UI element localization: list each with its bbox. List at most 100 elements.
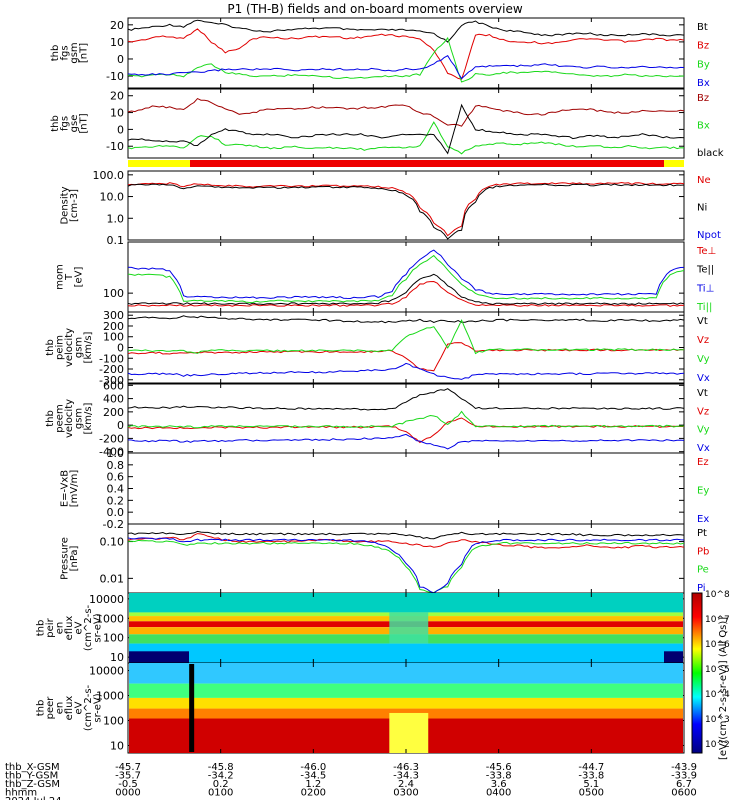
series-bt xyxy=(127,19,685,43)
y-tick-label: 10000 xyxy=(89,665,124,678)
y-tick-label: 10 xyxy=(110,107,124,120)
spectrogram-band xyxy=(129,663,683,684)
series-ne xyxy=(127,181,685,237)
y-axis-label: thb xyxy=(36,620,47,637)
y-tick-label: 10 xyxy=(110,36,124,49)
legend-bx: Bx xyxy=(697,78,710,89)
y-axis-label: en xyxy=(55,622,66,635)
legend-ex: Ex xyxy=(697,514,709,525)
y-tick-label: 0.4 xyxy=(107,483,125,496)
x-axis-value: -33.8 xyxy=(486,771,512,782)
series-pe xyxy=(128,539,685,594)
x-axis-value: -34.5 xyxy=(300,771,326,782)
y-tick-label: 200 xyxy=(103,320,124,333)
y-tick-label: 10.0 xyxy=(100,191,125,204)
y-axis-label: peer xyxy=(45,696,56,720)
y-axis-label: fgs xyxy=(59,116,70,131)
series-vx xyxy=(127,433,685,450)
y-tick-label: 10000 xyxy=(89,593,124,606)
y-tick-label: 100 xyxy=(103,287,124,300)
y-tick-label: -10 xyxy=(106,140,124,153)
legend-vt: Vt xyxy=(697,316,708,327)
y-axis-label: T xyxy=(64,273,75,281)
legend-vy: Vy xyxy=(697,354,710,365)
y-axis-label: [mV/m] xyxy=(69,470,80,508)
y-tick-label: 0.2 xyxy=(107,494,125,507)
y-tick-label: 100 xyxy=(103,632,124,645)
series-bx xyxy=(127,55,685,80)
y-axis-label: [cm-3] xyxy=(69,189,80,222)
y-tick-label: -200 xyxy=(99,363,124,376)
y-tick-label: 1000 xyxy=(96,612,124,625)
y-tick-label: 100 xyxy=(103,331,124,344)
colorbar-tick-label: 10^8 xyxy=(705,590,730,600)
y-axis-label: thb xyxy=(36,700,47,717)
x-axis-value: -45.7 xyxy=(115,762,141,773)
colorbar-tick-label: 10^2 xyxy=(705,740,730,750)
series-ti xyxy=(127,249,685,300)
y-tick-label: 0 xyxy=(117,342,124,355)
spectrogram-lowflux xyxy=(129,651,189,663)
y-axis-label: eV xyxy=(74,701,85,714)
y-axis-label: peem xyxy=(55,404,66,432)
x-axis-value: -0.5 xyxy=(118,779,138,790)
y-tick-label: -10 xyxy=(106,70,124,83)
legend-ey: Ey xyxy=(697,486,709,497)
series-black xyxy=(127,103,685,155)
x-axis-value: 0300 xyxy=(393,788,418,799)
legend-pe: Pe xyxy=(697,565,709,576)
x-axis-value: -35.7 xyxy=(115,771,141,782)
y-axis-label: E=-VxB xyxy=(59,470,70,507)
panel-pressure: 0.10 0.01 Pressure[nPa] Pt Pb Pe Pi xyxy=(59,523,709,594)
legend-vx: Vx xyxy=(697,373,710,384)
series-vz xyxy=(127,417,684,444)
x-axis-value: 1.2 xyxy=(305,779,321,790)
spectrogram-lowflux xyxy=(664,651,683,663)
colorbar-gradient xyxy=(691,592,703,754)
y-tick-label: 600 xyxy=(103,379,124,392)
x-axis-value: -43.9 xyxy=(671,762,697,773)
legend-bz: Bz xyxy=(697,41,709,52)
series-te xyxy=(127,273,685,306)
legend-npot: Npot xyxy=(697,230,721,241)
y-tick-label: -400 xyxy=(99,446,124,459)
series-te xyxy=(127,280,685,307)
y-tick-label: 10 xyxy=(110,739,124,752)
y-axis-label: [eV] xyxy=(74,267,85,288)
panel-electron_spectrogram: 10000 1000 100 10 thbpeerenefluxeV(cm^2-s-sr… xyxy=(36,662,685,754)
panel-density: 100.0 10.0 1.0 0.1 Density[cm-3] Ne Ni Npot xyxy=(59,169,721,247)
x-axis-value: 3.6 xyxy=(491,779,507,790)
y-tick-label: 1000 xyxy=(96,690,124,703)
x-axis-value: -34.3 xyxy=(393,771,419,782)
x-axis-value: 6.7 xyxy=(676,779,692,790)
legend-vt: Vt xyxy=(697,388,708,399)
y-axis-label: en xyxy=(55,702,66,715)
series-pi xyxy=(127,537,685,594)
panel-frame xyxy=(127,523,685,594)
legend-bx: Bx xyxy=(697,121,710,132)
series-ti xyxy=(127,254,685,304)
y-axis-label: thb xyxy=(45,410,56,427)
y-axis-label: gsm xyxy=(74,408,85,429)
x-axis-row-label: thb_X-GSM xyxy=(5,762,60,773)
x-axis-value: -45.6 xyxy=(486,762,512,773)
x-axis-value: 0000 xyxy=(115,788,140,799)
y-axis-label: Pressure xyxy=(59,537,70,580)
x-axis-value: 0400 xyxy=(486,788,511,799)
orbit-bar-red xyxy=(190,160,664,167)
panel-ion_spectrogram: 10000 1000 100 10 thbpeirenefluxeV(cm^2-s-sr… xyxy=(36,592,685,664)
panel-frame xyxy=(127,170,685,241)
y-tick-label: 10 xyxy=(110,651,124,664)
y-axis-label: gsm xyxy=(74,337,85,358)
y-tick-label: -100 xyxy=(99,352,124,365)
spectrogram-gap xyxy=(389,612,429,644)
panel-efield: 1.00.80.60.40.20.0-0.2 E=-VxB[mV/m] Ez Ey Ex xyxy=(59,447,709,531)
colorbar-tick-label: 10^5 xyxy=(705,665,730,675)
y-tick-label: 1.0 xyxy=(107,447,125,460)
x-axis-value: 0600 xyxy=(671,788,696,799)
x-axis-value: 0200 xyxy=(301,788,326,799)
legend-black: black xyxy=(697,148,724,159)
